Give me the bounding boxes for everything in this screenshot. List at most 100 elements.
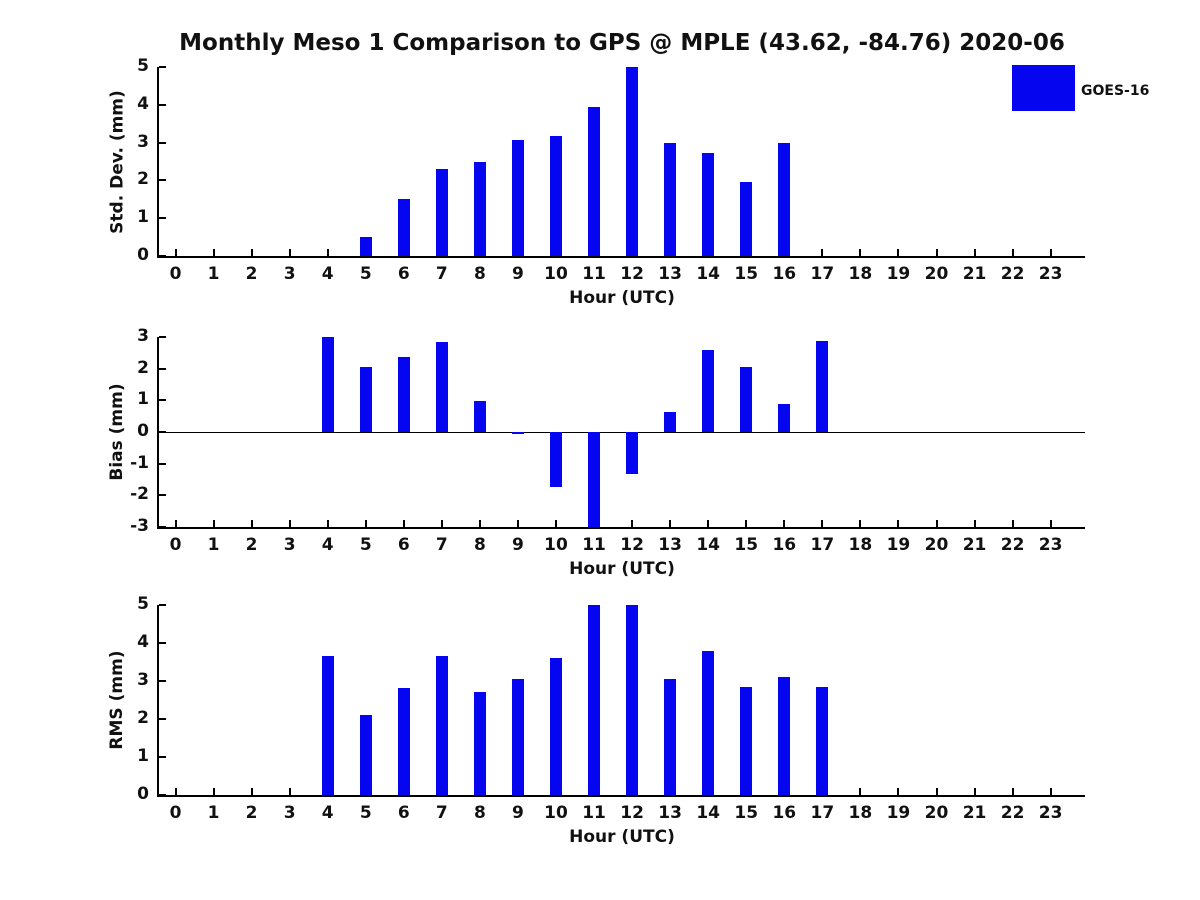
- rms-x-tick-label: 13: [658, 803, 682, 823]
- chart-title: Monthly Meso 1 Comparison to GPS @ MPLE …: [179, 30, 1065, 56]
- rms-bar-hour-8: [473, 692, 486, 795]
- rms-bar-hour-10: [550, 658, 562, 795]
- bias-bar-hour-10: [550, 432, 562, 488]
- rms-x-tick-label: 8: [473, 803, 486, 823]
- legend-label: GOES-16: [1081, 83, 1150, 99]
- bias-x-tick: [745, 520, 748, 527]
- bias-x-tick-label: 11: [582, 535, 606, 555]
- std-dev-y-tick: [159, 217, 166, 220]
- std-dev-x-tick-label: 2: [245, 264, 258, 284]
- std-dev-x-tick-label: 22: [1000, 264, 1025, 284]
- rms-ylabel: RMS (mm): [107, 650, 127, 750]
- rms-x-tick: [288, 788, 291, 795]
- bias-x-tick-label: 14: [696, 535, 721, 555]
- rms-x-tick: [859, 788, 862, 795]
- bias-bar-hour-5: [359, 367, 372, 432]
- rms-y-tick: [159, 642, 166, 644]
- std-dev-bar-hour-10: [550, 135, 562, 256]
- rms-x-tick-label: 11: [582, 803, 606, 823]
- bias-x-tick: [859, 520, 862, 527]
- bias-x-tick: [212, 520, 215, 527]
- bias-x-tick: [935, 520, 938, 527]
- bias-x-tick-label: 2: [245, 535, 258, 555]
- bias-bar-hour-11: [588, 432, 601, 527]
- std-dev-xlabel: Hour (UTC): [569, 288, 675, 308]
- std-dev-x-tick: [1049, 249, 1052, 256]
- rms-y-tick-label: 4: [137, 632, 149, 652]
- rms-bar-hour-14: [702, 650, 715, 795]
- std-dev-x-tick-label: 16: [772, 264, 797, 284]
- rms-y-tick-label: 1: [137, 746, 149, 766]
- bias-bar-hour-15: [740, 367, 753, 432]
- bias-y-tick: [159, 431, 166, 433]
- rms-xlabel: Hour (UTC): [569, 827, 675, 847]
- bias-x-tick-label: 19: [886, 535, 911, 555]
- bias-x-tick: [555, 520, 557, 527]
- rms-bar-hour-15: [740, 687, 753, 795]
- std-dev-bar-hour-14: [702, 152, 715, 256]
- bias-y-tick: [159, 336, 166, 338]
- bias-x-tick: [250, 520, 253, 527]
- bias-bar-hour-13: [664, 412, 677, 432]
- bias-x-axis: [157, 527, 1085, 529]
- rms-x-tick-label: 21: [962, 803, 987, 823]
- std-dev-x-tick-label: 17: [810, 264, 835, 284]
- std-dev-bar-hour-5: [359, 237, 372, 256]
- std-dev-y-tick-label: 4: [137, 93, 149, 114]
- rms-bar-hour-16: [778, 677, 791, 795]
- bias-x-tick: [478, 520, 481, 527]
- rms-y-tick-label: 2: [137, 708, 149, 728]
- rms-x-tick-label: 16: [772, 803, 797, 823]
- std-dev-x-tick-label: 8: [473, 264, 486, 284]
- bias-ylabel: Bias (mm): [107, 383, 127, 481]
- rms-x-tick-label: 17: [810, 803, 835, 823]
- bias-bar-hour-9: [511, 432, 524, 434]
- bias-x-tick: [707, 520, 710, 527]
- rms-x-tick-label: 22: [1000, 803, 1025, 823]
- bias-y-tick-label: -2: [130, 484, 149, 505]
- bias-x-tick: [288, 520, 291, 527]
- rms-x-tick: [1049, 788, 1052, 795]
- rms-bar-hour-17: [816, 687, 829, 795]
- std-dev-y-tick: [159, 255, 166, 257]
- std-dev-y-tick-label: 0: [137, 245, 149, 265]
- rms-bar-hour-12: [626, 605, 639, 795]
- rms-x-tick-label: 0: [169, 803, 182, 823]
- std-dev-x-tick-label: 19: [886, 264, 911, 284]
- std-dev-bar-hour-9: [511, 139, 524, 256]
- bias-bar-hour-12: [626, 432, 639, 475]
- std-dev-x-tick-label: 23: [1038, 264, 1063, 284]
- bias-y-axis: [157, 337, 159, 529]
- rms-x-tick-label: 3: [283, 803, 296, 823]
- std-dev-x-tick: [174, 249, 177, 256]
- bias-bar-hour-14: [702, 349, 715, 432]
- std-dev-y-tick-label: 3: [137, 131, 149, 152]
- rms-x-tick-label: 2: [245, 803, 258, 823]
- rms-x-tick: [212, 788, 215, 795]
- rms-y-tick: [159, 718, 166, 720]
- bias-x-tick-label: 6: [397, 535, 410, 555]
- rms-x-tick-label: 23: [1038, 803, 1063, 823]
- std-dev-x-tick-label: 4: [321, 264, 334, 284]
- bias-x-tick-label: 16: [772, 535, 797, 555]
- std-dev-bar-hour-11: [588, 106, 601, 256]
- std-dev-bar-hour-12: [626, 67, 639, 256]
- rms-y-tick-label: 0: [137, 784, 149, 804]
- bias-x-tick-label: 17: [810, 535, 835, 555]
- bias-x-tick: [631, 520, 634, 527]
- std-dev-x-tick: [250, 249, 253, 256]
- std-dev-x-tick-label: 11: [582, 264, 606, 284]
- std-dev-bar-hour-8: [473, 161, 486, 256]
- std-dev-bar-hour-7: [435, 169, 448, 256]
- std-dev-x-tick-label: 3: [283, 264, 296, 284]
- std-dev-bar-hour-16: [778, 143, 791, 256]
- bias-bar-hour-6: [397, 356, 410, 432]
- bias-y-tick: [159, 399, 166, 402]
- std-dev-x-axis: [157, 256, 1085, 258]
- std-dev-bar-hour-13: [664, 142, 677, 256]
- std-dev-y-tick: [159, 141, 166, 144]
- rms-x-tick: [973, 788, 976, 795]
- std-dev-ylabel: Std. Dev. (mm): [107, 89, 127, 234]
- bias-xlabel: Hour (UTC): [569, 559, 675, 579]
